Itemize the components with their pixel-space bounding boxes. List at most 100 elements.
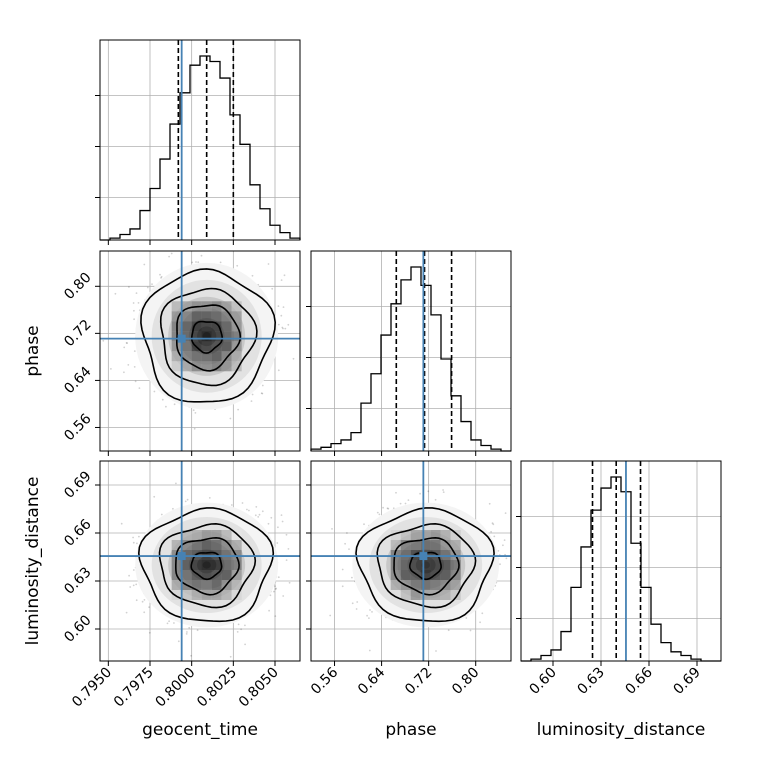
sample-point <box>141 600 144 603</box>
sample-point <box>148 606 151 608</box>
y-tick-label: 0.64 <box>61 364 94 397</box>
sample-point <box>282 306 285 308</box>
density-pixel <box>450 590 461 600</box>
density-pixel <box>191 351 202 362</box>
density-pixel <box>221 301 232 312</box>
sample-point <box>153 495 156 498</box>
sample-point <box>488 502 491 505</box>
y-tick-label: 0.63 <box>61 564 94 597</box>
density-pixel <box>201 550 212 560</box>
sample-point <box>193 427 196 430</box>
sample-point <box>184 500 187 503</box>
x-tick-label: 0.8050 <box>236 665 282 711</box>
density-pixel <box>171 540 182 550</box>
sample-point <box>255 506 258 508</box>
sample-point <box>366 614 368 617</box>
sample-point <box>502 544 504 547</box>
sample-point <box>192 409 195 412</box>
sample-point <box>126 342 128 344</box>
density-pixel <box>231 580 242 590</box>
scatter-panel-geocent_time-phase <box>99 250 301 452</box>
density-pixel <box>390 540 401 550</box>
contour-1 <box>393 536 460 596</box>
density-pixel <box>211 580 222 590</box>
sample-point <box>331 528 333 530</box>
density-pixel <box>171 351 182 362</box>
density-pixel <box>430 550 441 560</box>
sample-point <box>248 509 250 512</box>
sample-point <box>341 568 344 571</box>
density-pixel <box>191 311 202 322</box>
sample-point <box>229 655 232 658</box>
hist-panel-geocent_time <box>95 39 301 241</box>
panel-frame <box>310 250 512 452</box>
density-pixel <box>450 560 461 570</box>
density-pixel <box>191 540 202 550</box>
sample-point <box>435 650 437 652</box>
x-tick-label: 0.72 <box>402 665 435 698</box>
sample-point <box>404 502 407 505</box>
density-pixel <box>400 550 411 560</box>
density-pixel <box>231 361 242 372</box>
y-tick-label: 0.69 <box>61 468 94 501</box>
sample-point <box>240 628 243 631</box>
hist-panel-phase <box>306 250 512 452</box>
sample-point <box>281 326 284 329</box>
density-pixel <box>181 540 192 550</box>
density-pixel <box>191 560 202 570</box>
sample-point <box>195 261 197 263</box>
sample-point <box>110 368 112 370</box>
sample-point <box>280 314 283 317</box>
density-pixel <box>231 570 242 580</box>
density-pixel <box>181 351 192 362</box>
y-tick-label: 0.80 <box>61 270 94 303</box>
sample-point <box>277 526 279 529</box>
sample-point <box>387 507 390 510</box>
sample-point <box>282 327 284 330</box>
sample-point <box>257 516 260 518</box>
x-tick-label: 0.7975 <box>111 665 157 711</box>
sample-point <box>148 631 151 634</box>
sample-point <box>172 507 174 510</box>
contour-2 <box>159 287 258 387</box>
sample-point <box>281 520 284 523</box>
density-pixel <box>211 331 222 342</box>
sample-point <box>284 327 287 330</box>
density-pixel <box>400 540 411 550</box>
sample-point <box>168 620 171 623</box>
sample-point <box>194 412 197 414</box>
density-pixel <box>191 590 202 600</box>
density-pixel <box>211 361 222 372</box>
sample-point <box>241 502 244 504</box>
density-pixel <box>420 540 431 550</box>
density-pixel <box>171 590 182 600</box>
x-tick-label: 0.7950 <box>69 665 115 711</box>
sample-point <box>208 497 211 499</box>
sample-point <box>442 489 444 491</box>
density-pixel <box>221 590 232 600</box>
panel-frame <box>99 460 301 662</box>
sample-point <box>274 588 277 590</box>
density-pixel <box>171 311 182 322</box>
density-pixel <box>171 560 182 570</box>
sample-point <box>197 261 200 264</box>
sample-point <box>376 511 379 514</box>
panel-frame <box>99 39 301 241</box>
x-tick-label: 0.63 <box>574 665 607 698</box>
contour-3 <box>137 507 275 623</box>
sample-point <box>173 403 176 406</box>
sample-point <box>127 364 130 366</box>
sample-point <box>123 346 126 349</box>
panels <box>95 39 722 662</box>
sample-point <box>237 623 240 626</box>
sample-point <box>186 498 189 501</box>
sample-point <box>282 595 285 597</box>
sample-point <box>250 400 253 402</box>
panel-frame <box>310 460 512 662</box>
density-pixel <box>181 311 192 322</box>
sample-point <box>368 649 371 652</box>
density-pixel <box>181 341 192 352</box>
sample-point <box>419 492 421 495</box>
density-pixel <box>410 590 421 600</box>
